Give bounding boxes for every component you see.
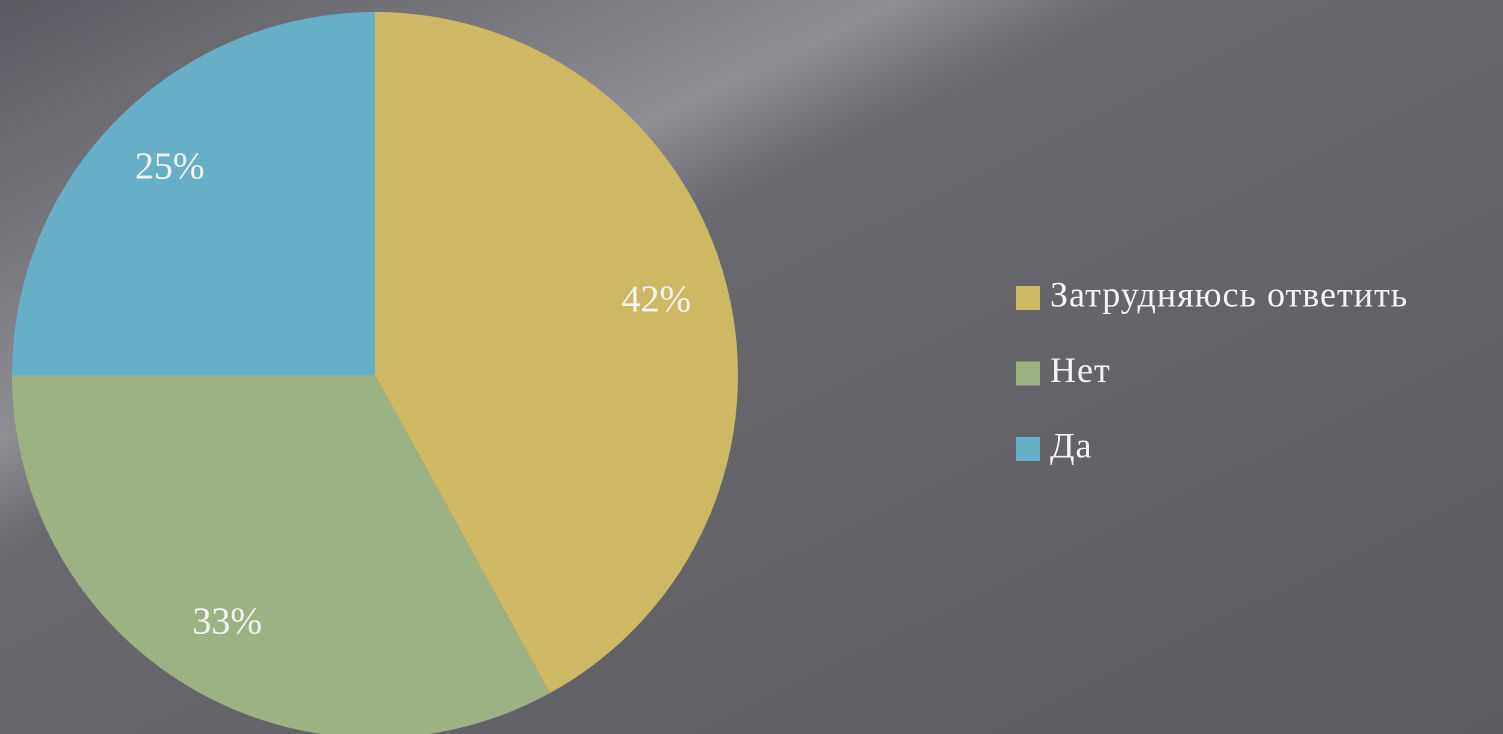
legend-swatch xyxy=(1016,361,1040,386)
pie-slice xyxy=(375,12,738,694)
legend: Затрудняюсь ответить Нет Да xyxy=(1016,274,1408,465)
pie: 42% 33% 25% xyxy=(12,12,738,734)
pie-slice xyxy=(12,12,375,375)
legend-swatch xyxy=(1016,437,1040,461)
data-label: 25% xyxy=(135,145,205,187)
pie-slice xyxy=(12,375,550,734)
data-label: 33% xyxy=(192,601,262,643)
legend-label: Затрудняюсь ответить xyxy=(1050,274,1408,314)
legend-label: Нет xyxy=(1050,350,1111,390)
data-label: 42% xyxy=(621,278,691,320)
legend-swatch xyxy=(1016,286,1040,310)
legend-label: Да xyxy=(1050,425,1093,465)
